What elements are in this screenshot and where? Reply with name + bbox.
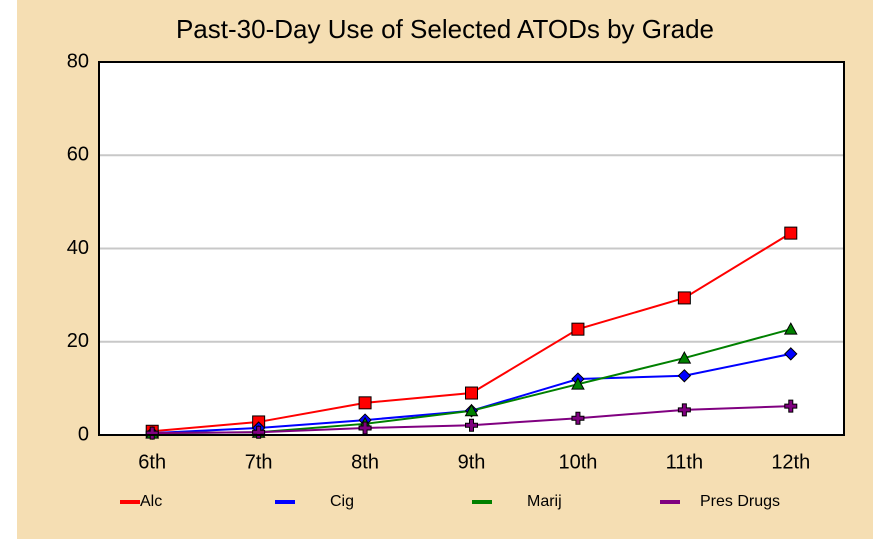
marker [358,396,372,410]
x-tick-label: 9th [458,451,486,473]
marker [252,425,266,439]
marker [571,322,585,336]
y-tick-label: 20 [67,330,89,352]
marker [784,399,798,413]
legend-label: Pres Drugs [700,493,780,510]
legend-label: Cig [330,493,354,510]
marker [571,411,585,425]
y-tick-label: 40 [67,237,89,259]
legend-label: Marij [527,493,562,510]
marker [464,403,479,417]
x-tick-label: 12th [771,451,810,473]
y-tick-label: 60 [67,144,89,166]
marker [783,322,798,335]
marker [145,426,159,440]
marker [677,369,692,383]
marker [677,351,692,364]
x-tick-label: 11th [666,451,703,473]
y-tick-label: 0 [78,423,89,445]
legend-label: Alc [140,493,162,510]
marker [784,226,798,240]
x-tick-label: 6th [138,451,166,473]
y-tick-label: 80 [67,50,89,72]
chart-title: Past-30-Day Use of Selected ATODs by Gra… [176,14,714,44]
marker [465,386,478,400]
marker [465,418,478,432]
marker [677,403,691,417]
x-tick-label: 7th [245,451,273,473]
x-tick-label: 10th [558,451,597,473]
x-tick-label: 8th [351,451,379,473]
marker [571,377,585,390]
plot-border [98,61,845,436]
marker [784,347,798,361]
marker [677,291,691,305]
